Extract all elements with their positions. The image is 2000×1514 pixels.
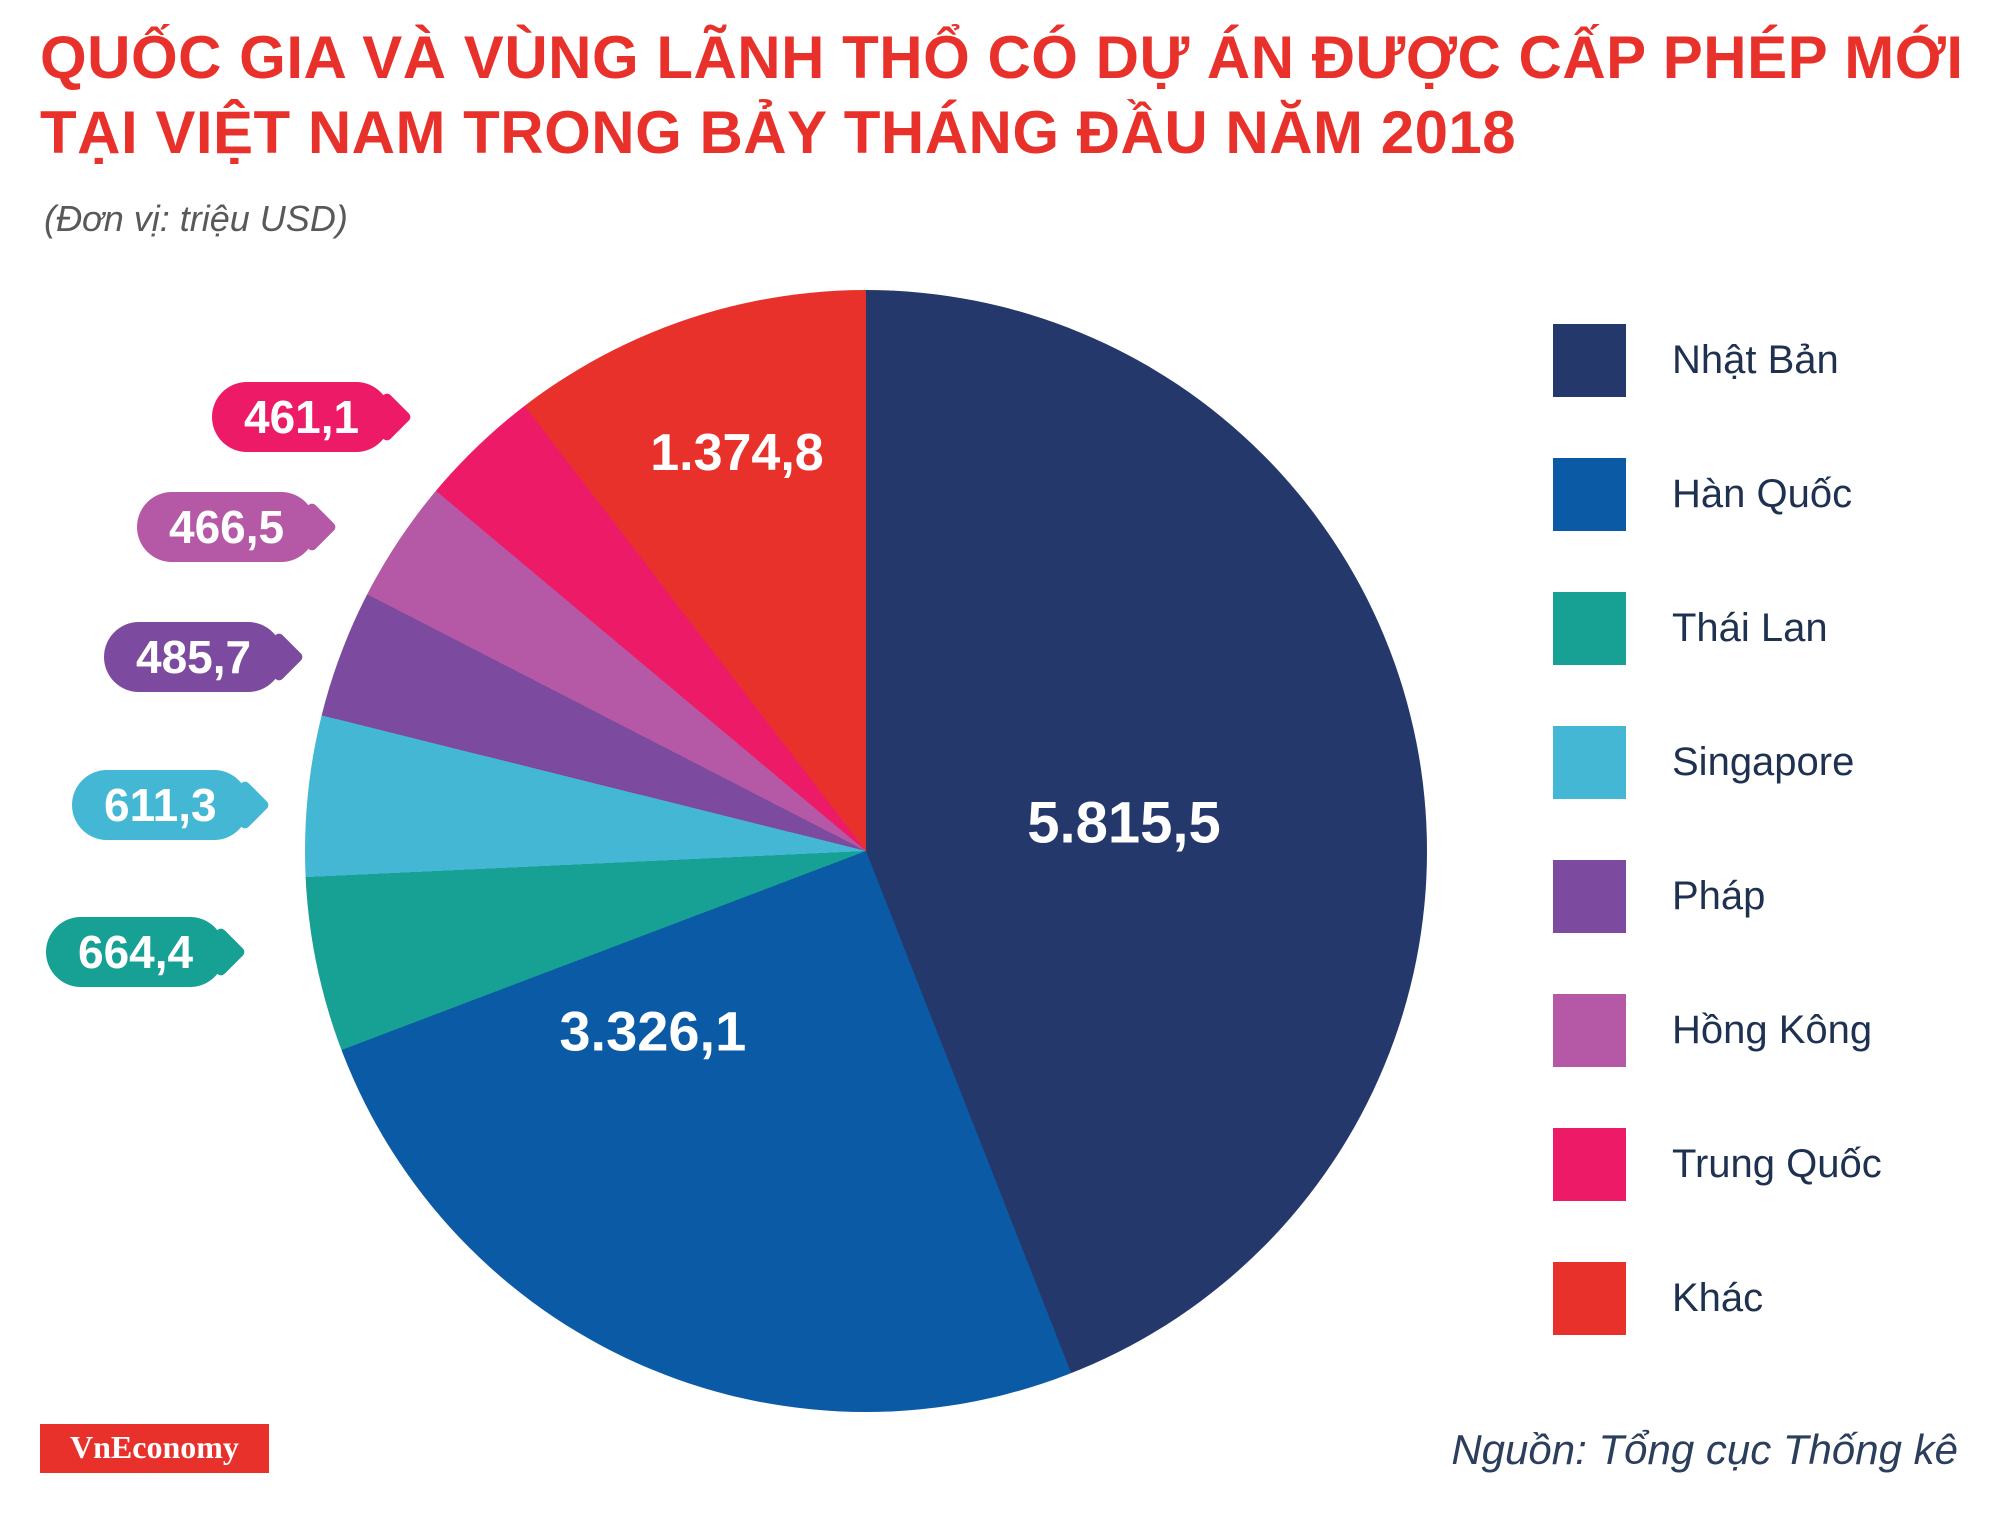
legend-label: Singapore xyxy=(1672,740,1855,784)
source-text: Nguồn: Tổng cục Thống kê xyxy=(1451,1426,1958,1473)
chart-title-line2: TẠI VIỆT NAM TRONG BẢY THÁNG ĐẦU NĂM 201… xyxy=(40,99,1517,166)
callout-tail-icon xyxy=(361,391,413,443)
legend-swatch xyxy=(1553,592,1626,665)
legend-item-phap: Pháp xyxy=(1553,860,1882,933)
chart-title-line1: QUỐC GIA VÀ VÙNG LÃNH THỔ CÓ DỰ ÁN ĐƯỢC … xyxy=(40,24,1964,91)
legend-item-han-quoc: Hàn Quốc xyxy=(1553,458,1882,531)
legend-item-trung-quoc: Trung Quốc xyxy=(1553,1128,1882,1201)
callout-singapore: 611,3 xyxy=(72,770,271,840)
callout-value-thai-lan: 664,4 xyxy=(78,926,194,978)
slice-value-nhat-ban: 5.815,5 xyxy=(1027,790,1221,856)
slice-value-han-quoc: 3.326,1 xyxy=(559,999,747,1063)
callout-tail-icon xyxy=(195,926,247,978)
callout-phap: 485,7 xyxy=(104,622,305,692)
callout-tail-icon xyxy=(286,501,338,553)
legend-item-khac: Khác xyxy=(1553,1262,1882,1335)
callout-value-hong-kong: 466,5 xyxy=(169,501,285,553)
callout-hong-kong: 466,5 xyxy=(137,492,338,562)
callout-thai-lan: 664,4 xyxy=(46,917,247,987)
legend-swatch xyxy=(1553,860,1626,933)
legend-label: Pháp xyxy=(1672,874,1766,918)
legend-swatch xyxy=(1553,1128,1626,1201)
legend-swatch xyxy=(1553,726,1626,799)
callout-trung-quoc: 461,1 xyxy=(212,382,413,452)
callout-value-trung-quoc: 461,1 xyxy=(244,391,360,443)
callout-tail-icon xyxy=(253,631,305,683)
callout-value-phap: 485,7 xyxy=(136,631,252,683)
pie-chart: 5.815,5 3.326,1 1.374,8 xyxy=(305,290,1427,1412)
legend-item-singapore: Singapore xyxy=(1553,726,1882,799)
legend-swatch xyxy=(1553,1262,1626,1335)
legend-item-hong-kong: Hồng Kông xyxy=(1553,994,1882,1067)
legend-label: Hàn Quốc xyxy=(1672,472,1853,516)
legend-swatch xyxy=(1553,458,1626,531)
chart-unit-subtitle: (Đơn vị: triệu USD) xyxy=(44,198,348,239)
legend-label: Hồng Kông xyxy=(1672,1008,1873,1052)
legend-item-thai-lan: Thái Lan xyxy=(1553,592,1882,665)
vneconomy-logo: VnEconomy xyxy=(40,1424,269,1473)
legend-label: Trung Quốc xyxy=(1672,1142,1882,1186)
legend-label: Thái Lan xyxy=(1672,606,1828,650)
legend-swatch xyxy=(1553,324,1626,397)
legend-item-nhat-ban: Nhật Bản xyxy=(1553,324,1882,397)
callout-tail-icon xyxy=(219,779,271,831)
legend: Nhật Bản Hàn Quốc Thái Lan Singapore Phá… xyxy=(1553,324,1882,1335)
slice-value-khac: 1.374,8 xyxy=(650,423,824,482)
legend-swatch xyxy=(1553,994,1626,1067)
chart-title: QUỐC GIA VÀ VÙNG LÃNH THỔ CÓ DỰ ÁN ĐƯỢC … xyxy=(40,20,1964,170)
legend-label: Nhật Bản xyxy=(1672,338,1839,382)
legend-label: Khác xyxy=(1672,1276,1764,1320)
callout-value-singapore: 611,3 xyxy=(104,779,217,831)
